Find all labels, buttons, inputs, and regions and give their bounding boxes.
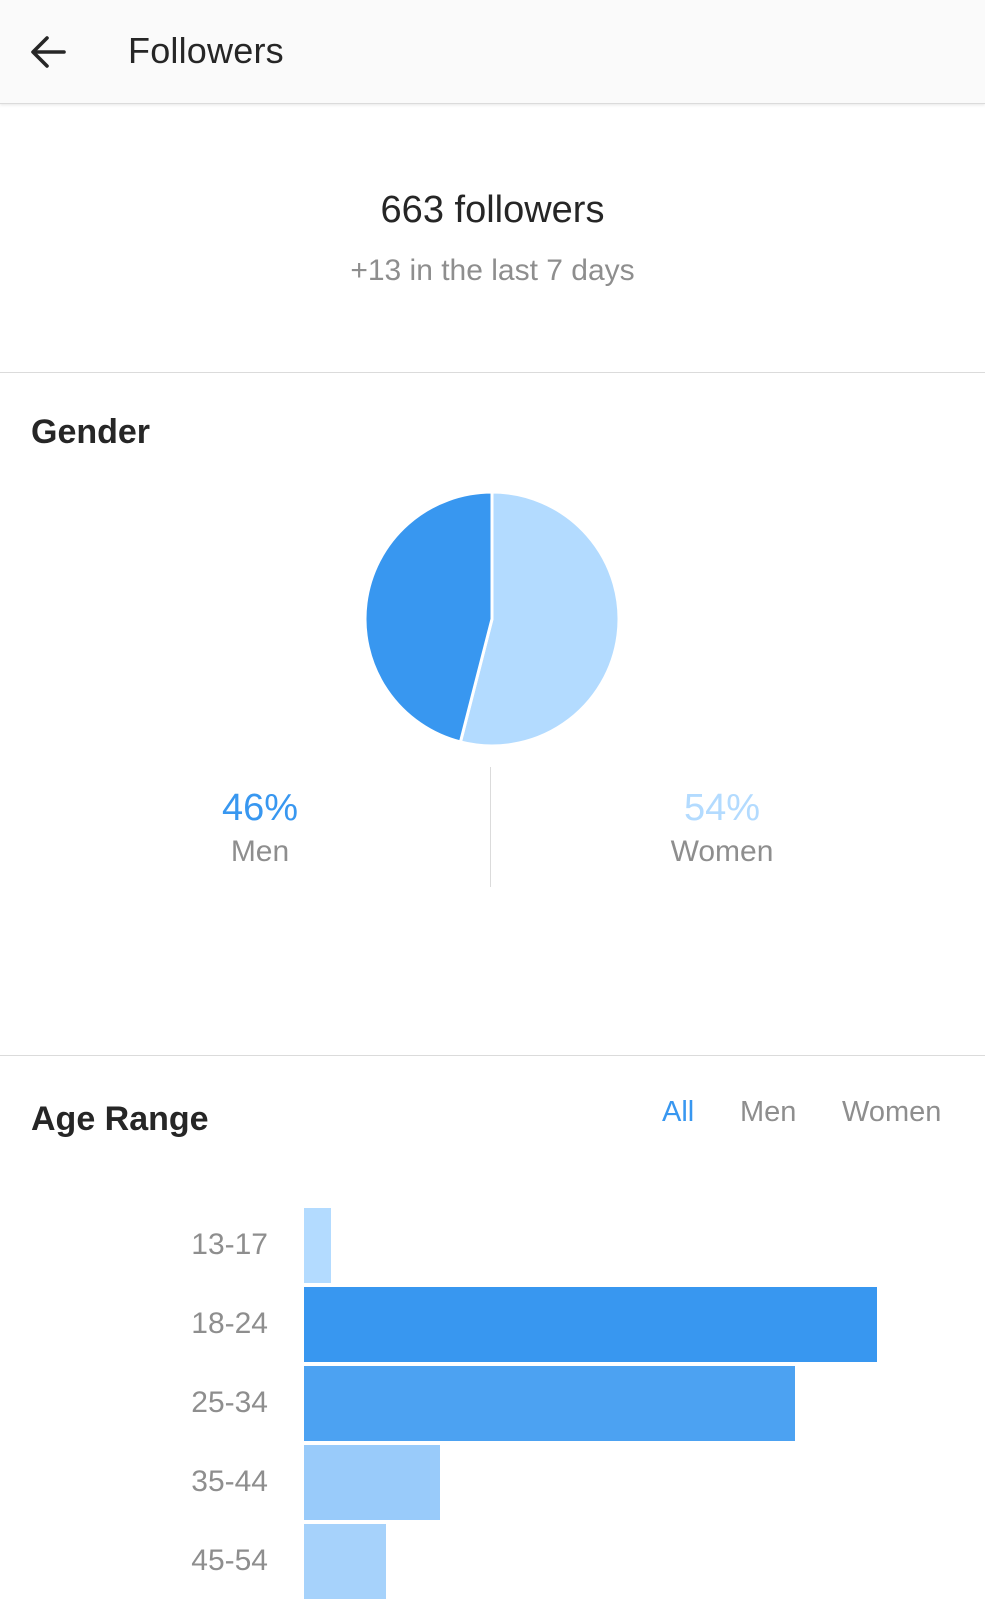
gender-stat-men: 46% Men [110, 786, 410, 870]
women-percentage: 54% [683, 787, 761, 829]
gender-section-title: Gender [31, 413, 151, 451]
filter-tab-all[interactable]: All [662, 1096, 695, 1128]
age-label: 13-17 [191, 1228, 268, 1261]
age-bar [304, 1366, 795, 1441]
age-label: 35-44 [191, 1465, 268, 1498]
women-label: Women [670, 835, 774, 868]
age-range-section-title: Age Range [31, 1100, 209, 1138]
back-button[interactable] [18, 22, 78, 82]
pie-slice-men [363, 490, 494, 744]
age-label: 18-24 [191, 1307, 268, 1340]
age-bar [304, 1524, 386, 1599]
section-divider [0, 1055, 985, 1056]
gender-divider [490, 767, 491, 887]
age-bar [304, 1445, 440, 1520]
page-title: Followers [128, 30, 284, 71]
age-bar [304, 1208, 331, 1283]
pie-slice-women [458, 490, 621, 748]
app-bar: Followers [0, 0, 985, 104]
age-label: 25-34 [191, 1386, 268, 1419]
age-bar [304, 1287, 877, 1362]
arrow-left-icon [31, 36, 66, 68]
filter-tab-women[interactable]: Women [842, 1096, 942, 1128]
men-percentage: 46% [221, 787, 299, 829]
men-label: Men [230, 835, 290, 868]
age-label: 45-54 [191, 1544, 268, 1577]
gender-stat-women: 54% Women [572, 786, 872, 870]
followers-count: 663 followers [380, 189, 605, 231]
gender-pie-chart [361, 488, 623, 750]
followers-change: +13 in the last 7 days [350, 254, 635, 287]
filter-tab-men[interactable]: Men [740, 1096, 797, 1128]
followers-summary: 663 followers +13 in the last 7 days [0, 104, 985, 373]
